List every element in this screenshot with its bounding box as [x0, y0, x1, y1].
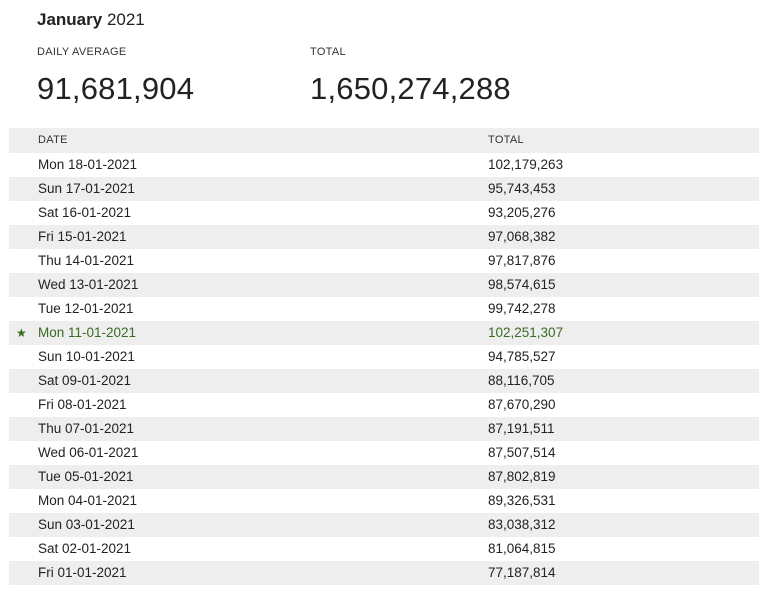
daily-average-label: DAILY AVERAGE: [37, 46, 127, 58]
row-date: Fri 01-01-2021: [38, 565, 127, 580]
row-total: 102,179,263: [488, 157, 564, 172]
row-total: 93,205,276: [488, 205, 556, 220]
row-total: 97,817,876: [488, 253, 556, 268]
row-total: 88,116,705: [488, 373, 555, 388]
table-row: Fri 15-01-2021 97,068,382: [9, 225, 759, 249]
row-total: 89,326,531: [488, 493, 556, 508]
row-total: 94,785,527: [488, 349, 556, 364]
row-total: 77,187,814: [488, 565, 556, 580]
row-total: 95,743,453: [488, 181, 556, 196]
table-row: ★ Mon 11-01-2021 102,251,307: [9, 321, 759, 345]
table-row: Mon 18-01-2021 102,179,263: [9, 153, 759, 177]
row-date: Mon 04-01-2021: [38, 493, 138, 508]
total-label: TOTAL: [310, 46, 346, 58]
row-date: Sat 02-01-2021: [38, 541, 132, 556]
row-date: Sun 03-01-2021: [38, 517, 135, 532]
table-row: Tue 12-01-2021 99,742,278: [9, 297, 759, 321]
star-icon: ★: [16, 326, 27, 340]
month-name: January: [37, 10, 103, 29]
row-total: 83,038,312: [488, 517, 556, 532]
table-row: Sun 10-01-2021 94,785,527: [9, 345, 759, 369]
row-date: Fri 08-01-2021: [38, 397, 127, 412]
row-total: 98,574,615: [488, 277, 556, 292]
year: 2021: [106, 10, 145, 29]
row-date: Sat 09-01-2021: [38, 373, 132, 388]
table-header: DATE TOTAL: [9, 128, 759, 153]
daily-average-stat: DAILY AVERAGE 91,681,904: [37, 45, 194, 107]
daily-totals-table: DATE TOTAL Mon 18-01-2021 102,179,263 Sun …: [9, 128, 759, 585]
table-row: Tue 05-01-2021 87,802,819: [9, 465, 759, 489]
row-total: 99,742,278: [488, 301, 556, 316]
row-date: Thu 14-01-2021: [38, 253, 135, 268]
row-date: Sun 10-01-2021: [38, 349, 135, 364]
row-date: Sun 17-01-2021: [38, 181, 135, 196]
table-row: Sat 09-01-2021 88,116,705: [9, 369, 759, 393]
row-date: Wed 13-01-2021: [38, 277, 139, 292]
column-header-date: DATE: [38, 134, 68, 146]
table-row: Mon 04-01-2021 89,326,531: [9, 489, 759, 513]
total-stat: TOTAL 1,650,274,288: [310, 45, 511, 107]
row-total: 81,064,815: [488, 541, 556, 556]
row-date: Sat 16-01-2021: [38, 205, 132, 220]
table-row: Sat 16-01-2021 93,205,276: [9, 201, 759, 225]
daily-average-value: 91,681,904: [37, 71, 195, 106]
row-total: 97,068,382: [488, 229, 556, 244]
row-date: Thu 07-01-2021: [38, 421, 135, 436]
row-date: Fri 15-01-2021: [38, 229, 127, 244]
table-row: Wed 06-01-2021 87,507,514: [9, 441, 759, 465]
row-total: 102,251,307: [488, 325, 564, 340]
row-total: 87,191,511: [488, 421, 555, 436]
row-total: 87,670,290: [488, 397, 556, 412]
table-row: Fri 01-01-2021 77,187,814: [9, 561, 759, 585]
column-header-total: TOTAL: [488, 134, 524, 146]
row-total: 87,802,819: [488, 469, 556, 484]
row-date: Tue 12-01-2021: [38, 301, 134, 316]
total-value: 1,650,274,288: [310, 71, 511, 106]
table-body: Mon 18-01-2021 102,179,263 Sun 17-01-2021 9…: [9, 153, 759, 585]
table-row: Sun 17-01-2021 95,743,453: [9, 177, 759, 201]
table-row: Sun 03-01-2021 83,038,312: [9, 513, 759, 537]
row-date: Mon 11-01-2021: [38, 325, 137, 340]
row-date: Wed 06-01-2021: [38, 445, 139, 460]
table-row: Thu 07-01-2021 87,191,511: [9, 417, 759, 441]
page-title: January 2021: [37, 9, 145, 31]
row-total: 87,507,514: [488, 445, 556, 460]
table-row: Thu 14-01-2021 97,817,876: [9, 249, 759, 273]
table-row: Wed 13-01-2021 98,574,615: [9, 273, 759, 297]
row-date: Tue 05-01-2021: [38, 469, 134, 484]
row-date: Mon 18-01-2021: [38, 157, 138, 172]
table-row: Fri 08-01-2021 87,670,290: [9, 393, 759, 417]
table-row: Sat 02-01-2021 81,064,815: [9, 537, 759, 561]
